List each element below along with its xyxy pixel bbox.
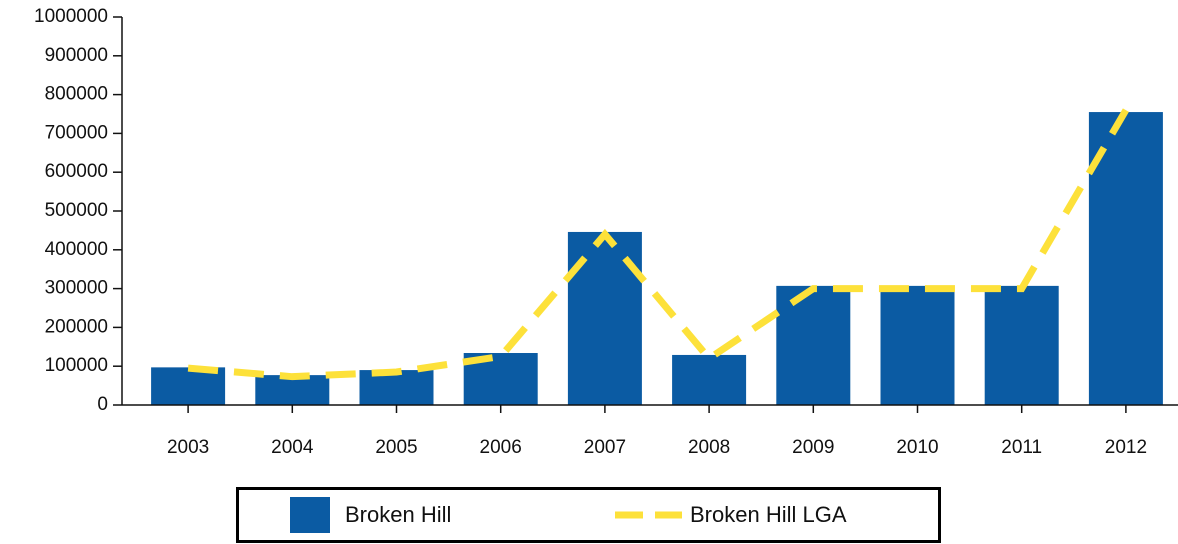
y-tick-label: 1000000	[34, 6, 108, 27]
x-tick-label: 2003	[167, 437, 209, 458]
y-tick-label: 800000	[45, 84, 108, 105]
y-tick-label: 600000	[45, 161, 108, 182]
bar	[776, 285, 851, 405]
x-tick-label: 2005	[375, 437, 417, 458]
bar	[1088, 112, 1163, 405]
legend-swatch	[290, 497, 330, 533]
x-tick-label: 2012	[1105, 437, 1147, 458]
y-tick-label: 200000	[45, 316, 108, 337]
legend-box	[236, 487, 941, 543]
x-tick-label: 2006	[480, 437, 522, 458]
line	[187, 108, 1129, 381]
x-tick-label: 2009	[792, 437, 834, 458]
bar	[880, 285, 955, 405]
x-tick-label: 2010	[896, 437, 938, 458]
x-tick-label: 2008	[688, 437, 730, 458]
y-tick-label: 0	[97, 394, 108, 415]
x-tick-label: 2004	[271, 437, 314, 458]
y-tick-label: 400000	[45, 239, 108, 260]
x-tick-label: 2007	[584, 437, 626, 458]
legend-label: Broken Hill	[345, 502, 451, 527]
y-tick-label: 900000	[45, 45, 108, 66]
y-tick-label: 100000	[45, 355, 108, 376]
bar	[984, 285, 1059, 405]
legend-label: Broken Hill LGA	[690, 502, 847, 527]
y-tick-label: 300000	[45, 278, 108, 299]
bar	[567, 231, 642, 405]
x-tick-label: 2011	[1001, 437, 1042, 458]
y-tick-label: 500000	[45, 200, 108, 221]
y-tick-label: 700000	[45, 122, 108, 143]
bar	[672, 354, 747, 405]
